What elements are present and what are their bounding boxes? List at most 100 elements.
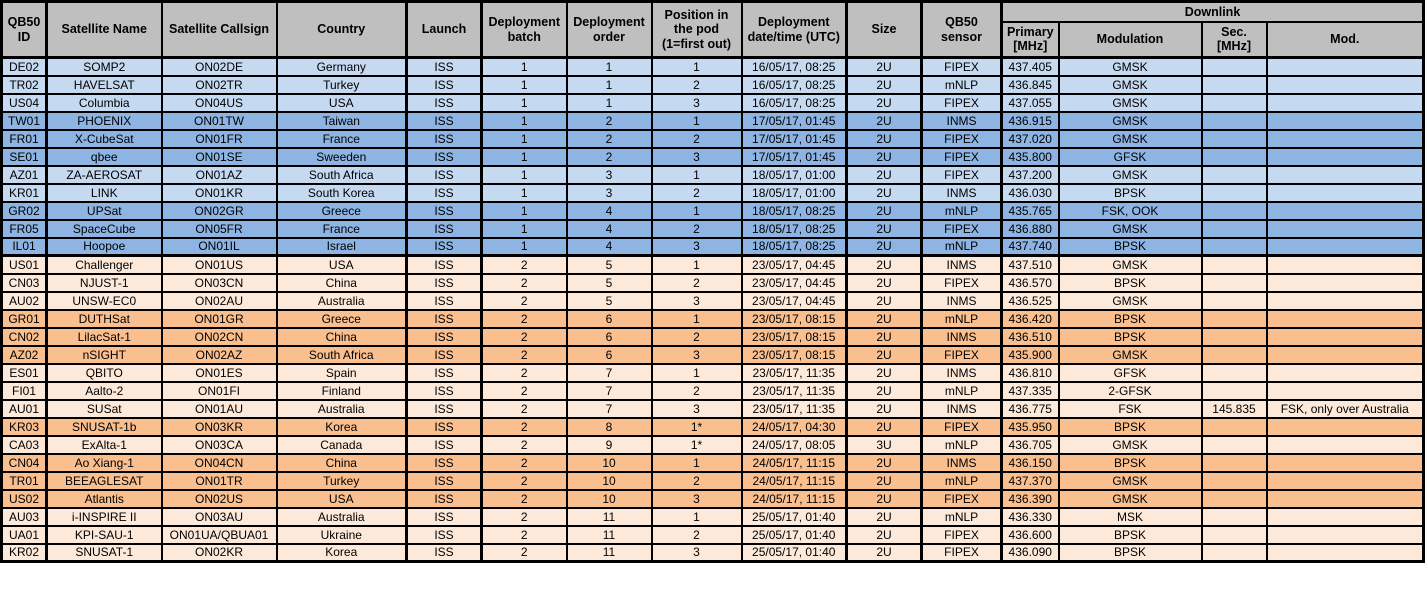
cell-deployed: 24/05/17, 11:15 — [740, 488, 848, 509]
cell-country: Taiwan — [275, 110, 408, 131]
cell-callsign: ON01TW — [160, 110, 278, 131]
cell-sec — [1200, 362, 1268, 383]
cell-name: LINK — [45, 182, 163, 203]
cell-id: US04 — [0, 92, 48, 113]
table-body: DE02 SOMP2 ON02DE Germany ISS 1 1 1 16/05/17, 08… — [0, 56, 1425, 563]
cell-id: GR02 — [0, 200, 48, 221]
cell-primary: 436.600 — [1000, 524, 1060, 545]
cell-order: 1 — [565, 56, 653, 77]
cell-mod — [1265, 182, 1425, 203]
cell-batch: 2 — [480, 416, 568, 437]
cell-order: 11 — [565, 524, 653, 545]
cell-launch: ISS — [405, 92, 483, 113]
cell-launch: ISS — [405, 110, 483, 131]
cell-country: Germany — [275, 56, 408, 77]
col-header-sec-modulation: Mod. — [1265, 20, 1425, 59]
cell-id: KR02 — [0, 542, 48, 563]
cell-sensor: FIPEX — [920, 524, 1003, 545]
cell-callsign: ON02KR — [160, 542, 278, 563]
cell-order: 6 — [565, 308, 653, 329]
table-row: US04 Columbia ON04US USA ISS 1 1 3 16/05/17, 08:… — [0, 92, 1425, 113]
cell-pod: 1 — [650, 452, 743, 473]
cell-batch: 2 — [480, 452, 568, 473]
cell-primary: 435.950 — [1000, 416, 1060, 437]
cell-country: Sweeden — [275, 146, 408, 167]
cell-primary: 437.200 — [1000, 164, 1060, 185]
cell-sensor: INMS — [920, 452, 1003, 473]
cell-id: AZ01 — [0, 164, 48, 185]
cell-name: Challenger — [45, 254, 163, 275]
cell-id: AU01 — [0, 398, 48, 419]
cell-modulation: MSK — [1057, 506, 1203, 527]
cell-modulation: BPSK — [1057, 452, 1203, 473]
cell-primary: 436.510 — [1000, 326, 1060, 347]
cell-order: 5 — [565, 272, 653, 293]
cell-name: HAVELSAT — [45, 74, 163, 95]
cell-sensor: FIPEX — [920, 344, 1003, 365]
cell-name: i-INSPIRE II — [45, 506, 163, 527]
cell-name: Atlantis — [45, 488, 163, 509]
cell-deployed: 23/05/17, 08:15 — [740, 308, 848, 329]
table-row: DE02 SOMP2 ON02DE Germany ISS 1 1 1 16/05/17, 08… — [0, 56, 1425, 77]
cell-deployed: 18/05/17, 08:25 — [740, 200, 848, 221]
cell-size: 2U — [845, 416, 923, 437]
cell-deployed: 24/05/17, 08:05 — [740, 434, 848, 455]
cell-name: BEEAGLESAT — [45, 470, 163, 491]
cell-batch: 2 — [480, 470, 568, 491]
cell-batch: 2 — [480, 434, 568, 455]
cell-pod: 3 — [650, 236, 743, 257]
table-row: AZ02 nSIGHT ON02AZ South Africa ISS 2 6 3 23/05/… — [0, 344, 1425, 365]
cell-sec — [1200, 488, 1268, 509]
cell-country: Korea — [275, 416, 408, 437]
cell-order: 10 — [565, 452, 653, 473]
cell-deployed: 25/05/17, 01:40 — [740, 524, 848, 545]
col-header-deployment-batch: Deployment batch — [480, 0, 568, 59]
cell-primary: 436.420 — [1000, 308, 1060, 329]
table-row: CN04 Ao Xiang-1 ON04CN China ISS 2 10 1 24/05/17… — [0, 452, 1425, 473]
cell-id: CN03 — [0, 272, 48, 293]
col-header-qb50-sensor: QB50 sensor — [920, 0, 1003, 59]
col-header-launch: Launch — [405, 0, 483, 59]
cell-callsign: ON03CN — [160, 272, 278, 293]
cell-modulation: GMSK — [1057, 290, 1203, 311]
cell-order: 7 — [565, 362, 653, 383]
cell-batch: 1 — [480, 56, 568, 77]
cell-name: SpaceCube — [45, 218, 163, 239]
cell-id: AU03 — [0, 506, 48, 527]
cell-primary: 435.800 — [1000, 146, 1060, 167]
cell-callsign: ON02CN — [160, 326, 278, 347]
cell-batch: 2 — [480, 506, 568, 527]
cell-sec — [1200, 524, 1268, 545]
cell-name: UPSat — [45, 200, 163, 221]
cell-sensor: FIPEX — [920, 164, 1003, 185]
cell-sensor: FIPEX — [920, 128, 1003, 149]
cell-country: South Korea — [275, 182, 408, 203]
cell-name: NJUST-1 — [45, 272, 163, 293]
cell-order: 6 — [565, 344, 653, 365]
cell-size: 2U — [845, 110, 923, 131]
cell-size: 2U — [845, 218, 923, 239]
table-row: TR02 HAVELSAT ON02TR Turkey ISS 1 1 2 16/05/17, … — [0, 74, 1425, 95]
cell-id: DE02 — [0, 56, 48, 77]
cell-pod: 2 — [650, 128, 743, 149]
cell-batch: 2 — [480, 344, 568, 365]
cell-size: 2U — [845, 362, 923, 383]
cell-name: UNSW-EC0 — [45, 290, 163, 311]
cell-name: Hoopoe — [45, 236, 163, 257]
cell-sec — [1200, 290, 1268, 311]
cell-callsign: ON02US — [160, 488, 278, 509]
cell-order: 1 — [565, 74, 653, 95]
cell-callsign: ON03AU — [160, 506, 278, 527]
cell-sensor: FIPEX — [920, 92, 1003, 113]
cell-sensor: mNLP — [920, 236, 1003, 257]
cell-country: France — [275, 218, 408, 239]
col-header-size: Size — [845, 0, 923, 59]
cell-launch: ISS — [405, 416, 483, 437]
cell-callsign: ON01GR — [160, 308, 278, 329]
table-row: KR03 SNUSAT-1b ON03KR Korea ISS 2 8 1* 24/05/17,… — [0, 416, 1425, 437]
cell-size: 2U — [845, 236, 923, 257]
cell-pod: 3 — [650, 488, 743, 509]
cell-batch: 1 — [480, 110, 568, 131]
cell-launch: ISS — [405, 434, 483, 455]
cell-mod — [1265, 488, 1425, 509]
